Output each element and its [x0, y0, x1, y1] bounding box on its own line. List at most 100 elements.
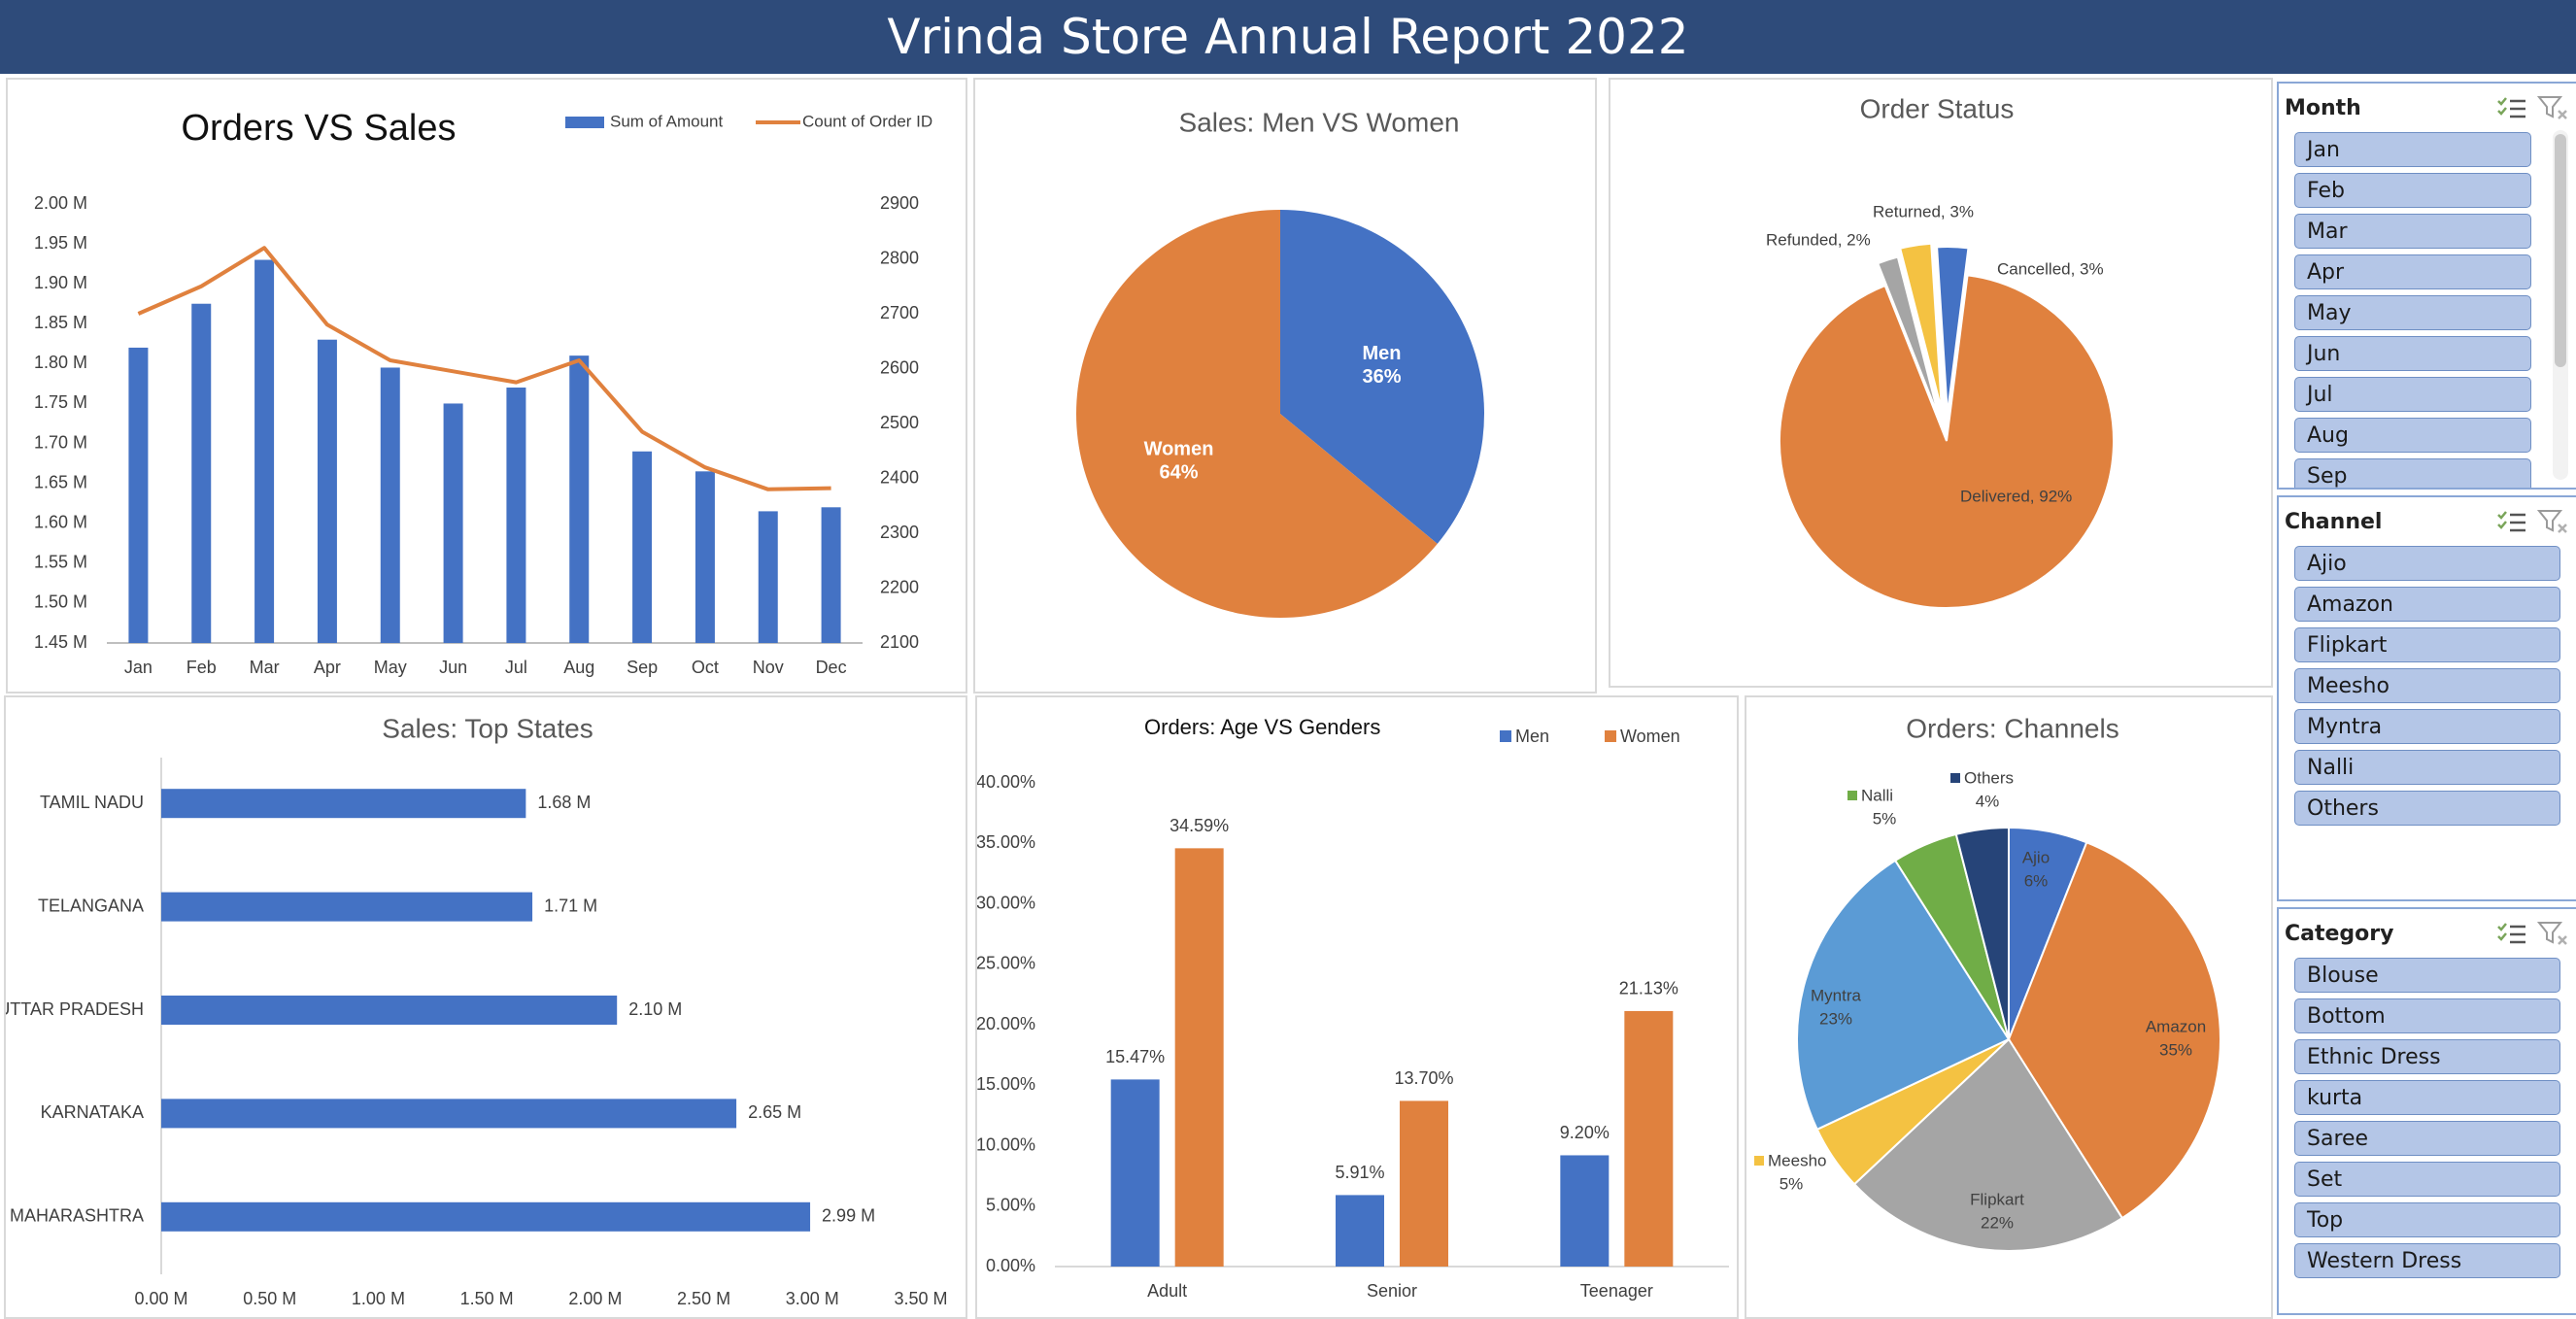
bar-amount: [506, 388, 526, 643]
x-tick-label: Jun: [439, 658, 467, 677]
month-slicer[interactable]: Month Jan Feb Mar Apr May Jun Jul Aug Sep: [2277, 82, 2576, 490]
y-left-tick-label: 1.90 M: [34, 273, 87, 292]
month-slicer-item[interactable]: Apr: [2294, 254, 2531, 289]
clear-filter-icon[interactable]: [2535, 93, 2570, 122]
legend-swatch-men: [1500, 730, 1511, 742]
category-slicer-item[interactable]: kurta: [2294, 1080, 2560, 1115]
pie-slice-others: [1954, 826, 2010, 1040]
month-slicer-item[interactable]: May: [2294, 295, 2531, 330]
top-states-chart[interactable]: Sales: Top States 0.00 M 0.50 M 1.00 M 1.50 …: [4, 695, 967, 1319]
channel-slicer-item[interactable]: Amazon: [2294, 587, 2560, 622]
y-tick-label: 0.00%: [986, 1256, 1035, 1275]
slice-label-value: 5%: [1873, 809, 1897, 828]
category-label: UTTAR PRADESH: [6, 999, 144, 1019]
y-right-tick-label: 2800: [880, 248, 919, 267]
month-slicer-item[interactable]: Mar: [2294, 214, 2531, 249]
bar-women: [1174, 848, 1224, 1267]
y-left-tick-label: 1.95 M: [34, 233, 87, 253]
y-left-tick-label: 1.65 M: [34, 472, 87, 491]
slice-label-value: 5%: [1779, 1174, 1804, 1193]
multi-select-icon[interactable]: [2494, 93, 2529, 122]
slice-label-value: 36%: [1362, 366, 1401, 388]
bar-amount: [380, 367, 400, 643]
category-slicer-item[interactable]: Top: [2294, 1202, 2560, 1237]
category-slicer-item[interactable]: Western Dress: [2294, 1243, 2560, 1278]
y-left-tick-label: 1.80 M: [34, 353, 87, 372]
bar-state: [161, 1099, 737, 1129]
chart-title: Orders VS Sales: [182, 108, 457, 149]
x-tick-label: Apr: [314, 658, 341, 677]
slice-label-name: Men: [1363, 343, 1402, 364]
order-status-chart[interactable]: Order Status Delivered, 92% Refunded, 2% Re…: [1609, 78, 2273, 688]
category-slicer[interactable]: Category Blouse Bottom Ethnic Dress kurta Sa…: [2277, 907, 2576, 1315]
month-slicer-item[interactable]: Jan: [2294, 132, 2531, 167]
slice-label-value: 64%: [1159, 461, 1198, 483]
legend-key: [1950, 773, 1960, 783]
scrollbar-thumb[interactable]: [2555, 134, 2566, 367]
multi-select-icon[interactable]: [2494, 507, 2529, 536]
category-label: KARNATAKA: [41, 1102, 144, 1122]
clear-filter-icon[interactable]: [2535, 507, 2570, 536]
month-slicer-title: Month: [2285, 95, 2361, 120]
channels-chart[interactable]: Orders: Channels Ajio 6% Amazon 35% Flipkart 2…: [1745, 695, 2273, 1319]
month-slicer-item[interactable]: Sep: [2294, 458, 2531, 488]
month-slicer-scrollbar[interactable]: [2553, 130, 2568, 480]
bar-amount: [695, 471, 715, 643]
month-slicer-item[interactable]: Feb: [2294, 173, 2531, 208]
slice-label-name: Flipkart: [1970, 1190, 2024, 1208]
channel-slicer-item[interactable]: Nalli: [2294, 750, 2560, 785]
category-slicer-item[interactable]: Saree: [2294, 1121, 2560, 1156]
slice-label-name: Myntra: [1811, 986, 1862, 1004]
month-slicer-item[interactable]: Aug: [2294, 418, 2531, 453]
category-slicer-item[interactable]: Ethnic Dress: [2294, 1039, 2560, 1074]
x-tick-label: Teenager: [1580, 1281, 1653, 1301]
category-slicer-item[interactable]: Blouse: [2294, 958, 2560, 993]
y-left-tick-label: 1.45 M: [34, 632, 87, 652]
bar-amount: [317, 339, 337, 643]
pie-slice-delivered: [1779, 274, 2115, 609]
channel-slicer[interactable]: Channel Ajio Amazon Flipkart Meesho Myntra Na…: [2277, 495, 2576, 901]
slice-label: Returned, 3%: [1873, 202, 1974, 220]
chart-title: Sales: Men VS Women: [1179, 107, 1460, 137]
category-label: TAMIL NADU: [40, 793, 144, 812]
slice-label: Delivered, 92%: [1960, 487, 2072, 505]
pie-slice-flipkart: [1852, 1037, 2124, 1252]
month-slicer-item[interactable]: Jul: [2294, 377, 2531, 412]
channel-slicer-item[interactable]: Meesho: [2294, 668, 2560, 703]
category-slicer-item[interactable]: Bottom: [2294, 998, 2560, 1033]
y-right-tick-label: 2300: [880, 523, 919, 542]
slice-label-value: 22%: [1981, 1213, 2014, 1232]
channel-slicer-title: Channel: [2285, 509, 2383, 534]
category-slicer-item[interactable]: Set: [2294, 1162, 2560, 1197]
data-label: 1.68 M: [537, 793, 591, 812]
channel-slicer-item[interactable]: Flipkart: [2294, 627, 2560, 662]
y-tick-label: 15.00%: [977, 1074, 1035, 1094]
x-tick-label: 3.00 M: [786, 1289, 839, 1308]
orders-vs-sales-chart[interactable]: Orders VS Sales Sum of Amount Count of Ord…: [6, 78, 967, 693]
month-slicer-header: Month: [2285, 89, 2570, 126]
x-tick-label: 2.00 M: [568, 1289, 622, 1308]
age-gender-chart[interactable]: Orders: Age VS Genders Men Women 0.00% 5.00%…: [975, 695, 1739, 1319]
y-right-tick-label: 2500: [880, 413, 919, 432]
month-slicer-item[interactable]: Jun: [2294, 336, 2531, 371]
bar-women: [1624, 1010, 1674, 1267]
clear-filter-icon[interactable]: [2535, 919, 2570, 948]
channel-slicer-item[interactable]: Myntra: [2294, 709, 2560, 744]
legend-swatch-women: [1605, 730, 1616, 742]
y-left-tick-label: 1.50 M: [34, 592, 87, 612]
channel-slicer-item[interactable]: Others: [2294, 791, 2560, 826]
slice-label-name: Amazon: [2146, 1017, 2206, 1035]
slice-label-name: Others: [1964, 768, 2014, 787]
data-label: 15.47%: [1105, 1047, 1165, 1066]
bar-amount: [569, 355, 590, 643]
slice-label-value: 35%: [2159, 1040, 2192, 1059]
x-tick-label: Mar: [250, 658, 280, 677]
y-tick-label: 40.00%: [977, 772, 1035, 792]
channel-slicer-item[interactable]: Ajio: [2294, 546, 2560, 581]
multi-select-icon[interactable]: [2494, 919, 2529, 948]
pie-slice-myntra: [1796, 859, 2011, 1132]
pie-slice-cancelled: [1936, 246, 1970, 415]
sales-gender-chart[interactable]: Sales: Men VS Women Men 36% Women 64%: [973, 78, 1597, 693]
order-status-svg: Order Status Delivered, 92% Refunded, 2%Re…: [1766, 93, 2115, 609]
bar-men: [1560, 1155, 1610, 1267]
